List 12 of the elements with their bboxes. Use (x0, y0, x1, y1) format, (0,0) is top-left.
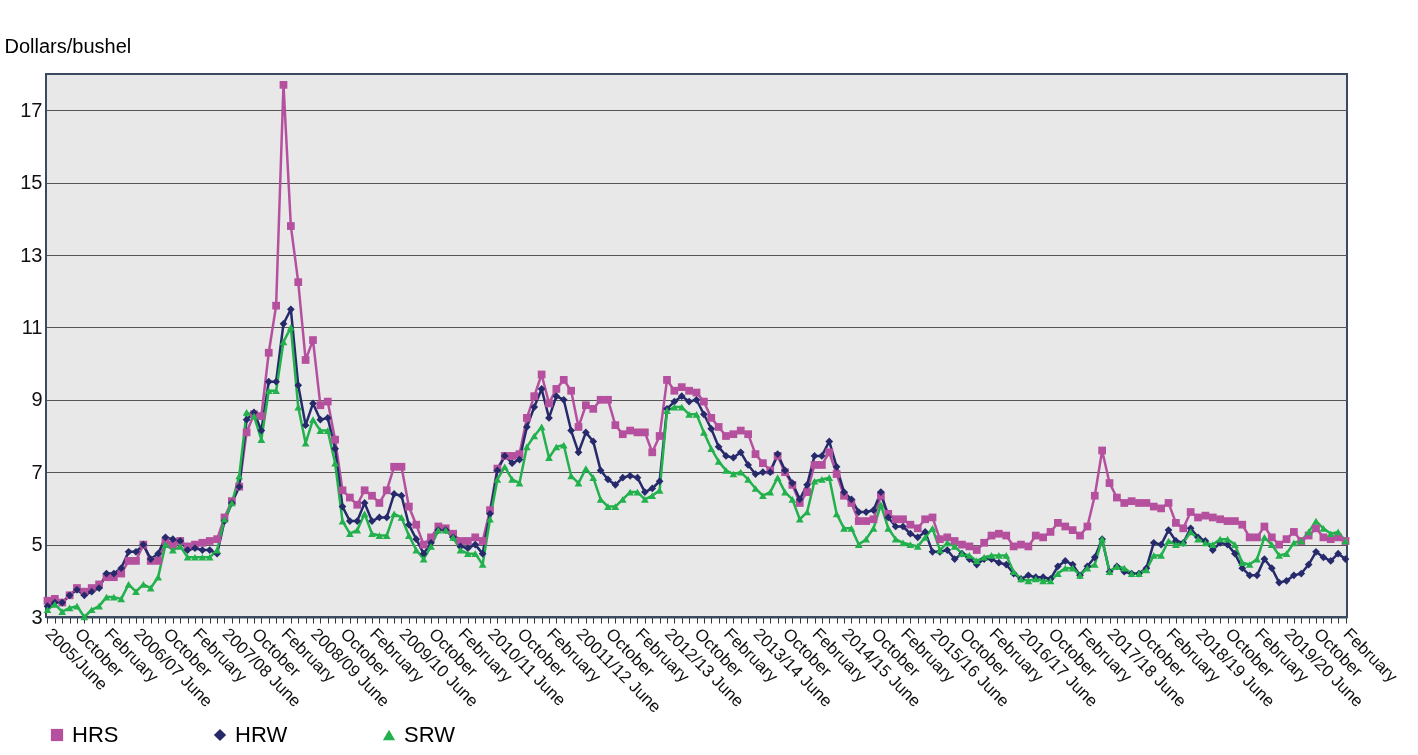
y-tick-label: 3 (31, 605, 43, 628)
legend-label: SRW (404, 722, 456, 747)
y-tick-label: 15 (20, 171, 43, 194)
legend-label: HRW (235, 722, 288, 747)
y-tick-label: 7 (31, 460, 43, 483)
y-tick-label: 11 (21, 315, 43, 338)
y-axis-title: Dollars/bushel (4, 34, 132, 57)
y-tick-label: 9 (31, 388, 43, 411)
y-tick-label: 5 (31, 533, 43, 556)
y-tick-label: 13 (20, 243, 43, 266)
legend-label: HRS (72, 722, 119, 747)
y-tick-label: 17 (20, 98, 43, 121)
